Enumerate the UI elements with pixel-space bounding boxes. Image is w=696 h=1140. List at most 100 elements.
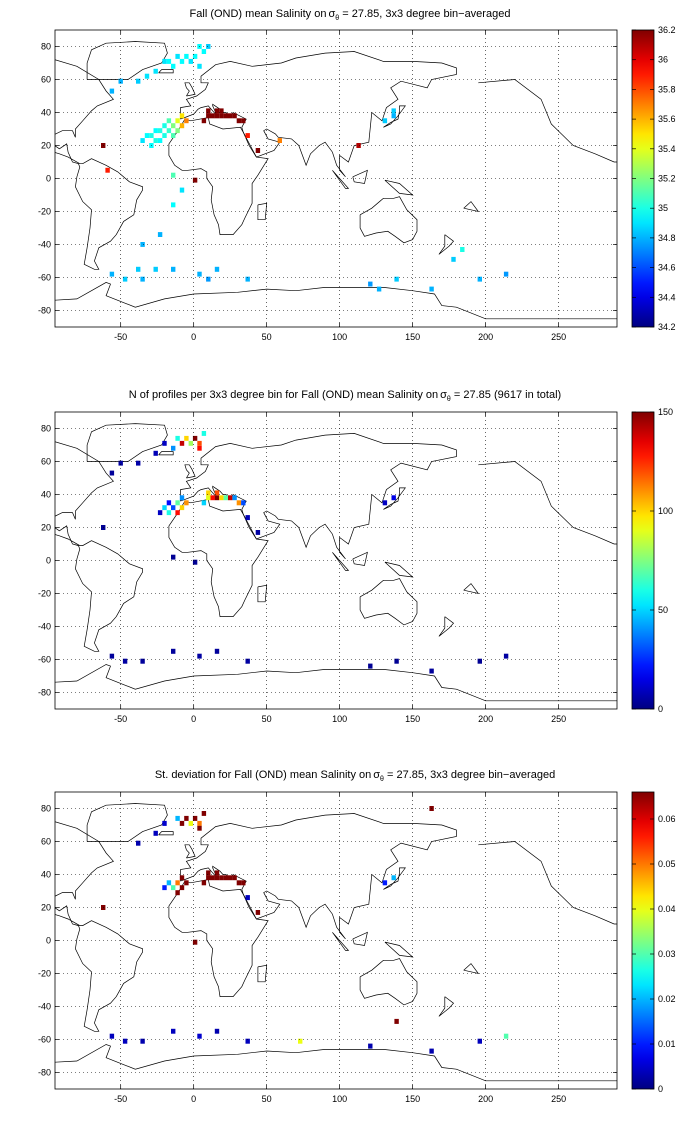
coastline-8	[383, 487, 406, 510]
colorbar-profiles: 150 100 50 0	[631, 407, 673, 714]
data-cell	[394, 658, 399, 664]
data-cell	[219, 495, 224, 501]
data-cell	[214, 1028, 220, 1034]
data-cell	[179, 123, 185, 129]
data-cell	[109, 653, 115, 659]
data-cell	[245, 658, 250, 664]
data-cell	[214, 108, 220, 114]
coastline-2	[180, 433, 457, 560]
data-cell	[197, 825, 202, 831]
y-tick-label: 0	[46, 936, 51, 946]
data-cell	[184, 435, 189, 441]
y-tick-label: 20	[41, 523, 51, 533]
data-cell	[175, 890, 180, 896]
data-cell	[477, 658, 482, 664]
coastline-11	[332, 170, 350, 189]
colorbar-tick-label: 0.02	[658, 994, 676, 1004]
data-cell	[179, 495, 185, 501]
y-tick-label: -20	[38, 589, 51, 599]
coastline-8	[383, 105, 406, 128]
data-cell	[153, 138, 158, 143]
data-cell	[175, 880, 180, 886]
data-cell	[201, 880, 207, 886]
data-cell	[201, 118, 207, 124]
colorbar-tick-label: 35	[658, 203, 668, 213]
coastline-13	[257, 202, 268, 221]
data-cell	[171, 554, 176, 560]
y-tick-label: 0	[46, 174, 51, 184]
data-cell	[394, 1018, 399, 1024]
x-tick-label: 50	[262, 714, 272, 724]
colorbar-tick-label: 0	[658, 1084, 663, 1094]
data-cell	[214, 113, 220, 119]
x-tick-label: 250	[551, 714, 566, 724]
x-tick-label: 150	[405, 332, 420, 342]
colorbar-tick-label: 34.4	[658, 292, 676, 302]
data-cell	[118, 78, 123, 84]
data-cell	[241, 118, 246, 124]
data-cell	[153, 830, 158, 836]
data-cell	[382, 500, 388, 506]
panel-salinity: Fall (OND) mean Salinity on σθ = 27.85, 3…	[38, 8, 676, 342]
data-cell	[109, 1033, 115, 1039]
data-cell	[140, 138, 145, 143]
data-cell	[298, 1038, 303, 1044]
data-cell	[153, 128, 158, 134]
data-cell	[201, 49, 207, 54]
data-cell	[162, 820, 167, 826]
data-cell	[175, 118, 180, 124]
y-tick-label: 20	[41, 903, 51, 913]
data-cell	[206, 44, 211, 49]
x-tick-label: 0	[191, 714, 196, 724]
colorbar-tick-label: 0.04	[658, 904, 676, 914]
x-tick-label: 250	[551, 332, 566, 342]
data-cell	[241, 880, 246, 886]
data-cell	[232, 875, 237, 881]
data-cell	[255, 530, 261, 535]
data-cell	[376, 286, 382, 292]
data-cell	[197, 440, 202, 446]
coastline-3	[359, 958, 418, 1006]
data-cell	[166, 510, 172, 516]
data-cell	[136, 78, 141, 84]
x-tick-label: 50	[262, 332, 272, 342]
colorbar-tick-label: 35.8	[658, 84, 676, 94]
data-cell	[166, 118, 172, 124]
colorbar-salinity: 36.2 36 35.8 35.6 35.4 35.2 35 34.8 34.6 34.4 34.2	[631, 25, 676, 332]
data-cell	[429, 1048, 434, 1054]
x-tick-label: 150	[405, 714, 420, 724]
data-cell	[451, 256, 456, 262]
data-cell	[236, 500, 242, 506]
title-profiles: N of profiles per 3x3 degree bin for Fal…	[129, 389, 561, 403]
y-tick-label: -20	[38, 207, 51, 217]
y-tick-label: -60	[38, 273, 51, 283]
data-cell	[175, 435, 180, 441]
data-cell	[206, 870, 211, 876]
colorbar-tick-label: 35.6	[658, 114, 676, 124]
coastline-4	[55, 1044, 617, 1082]
coastline-1	[168, 498, 269, 617]
x-tick-label: -50	[114, 332, 127, 342]
data-cell	[245, 1038, 250, 1044]
data-cell	[368, 281, 373, 287]
title-stdev: St. deviation for Fall (OND) mean Salini…	[155, 769, 555, 783]
map-layer-stdev	[55, 803, 617, 1082]
data-cell	[122, 276, 128, 282]
data-cell	[214, 875, 220, 881]
data-cell	[210, 495, 215, 501]
coastline-14	[478, 79, 617, 163]
data-cell	[429, 668, 434, 674]
data-cell	[175, 815, 180, 821]
data-cell	[206, 875, 211, 881]
data-cell	[171, 266, 176, 272]
data-cell	[171, 445, 176, 451]
data-cell	[162, 505, 167, 511]
data-cell	[228, 113, 233, 119]
grid-stdev	[55, 792, 617, 1089]
data-cell	[223, 113, 228, 119]
data-cell	[219, 875, 224, 881]
coastline-7	[158, 831, 174, 836]
data-cell	[192, 435, 198, 441]
data-cell	[201, 431, 207, 436]
data-cell	[192, 559, 198, 565]
